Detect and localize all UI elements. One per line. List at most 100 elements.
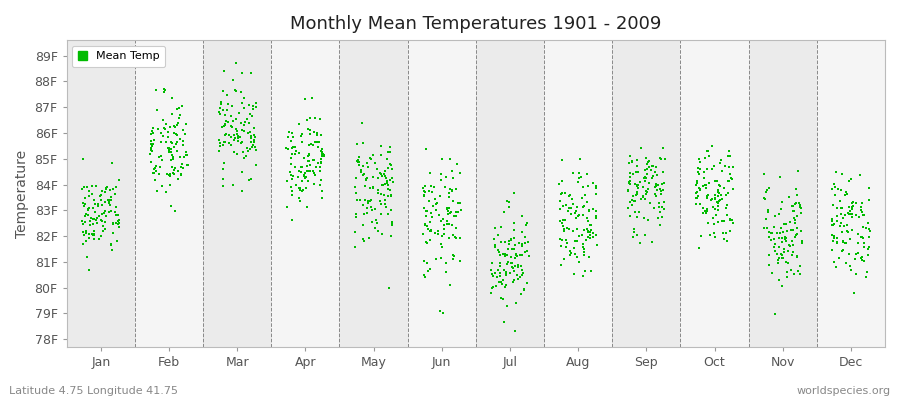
Point <box>693 159 707 165</box>
Point <box>520 280 535 287</box>
Point <box>307 181 321 187</box>
Point <box>572 175 587 181</box>
Point <box>93 193 107 199</box>
Point <box>356 201 371 208</box>
Point <box>586 230 600 236</box>
Point <box>94 233 109 239</box>
Point <box>633 239 647 246</box>
Point <box>80 254 94 260</box>
Point <box>300 204 314 210</box>
Point <box>226 77 240 84</box>
Point <box>441 211 455 217</box>
Point <box>638 174 652 180</box>
Point <box>146 141 160 147</box>
Point <box>312 182 327 188</box>
Point <box>212 111 227 117</box>
Point <box>491 274 505 280</box>
Point <box>417 192 431 198</box>
Point <box>442 205 456 211</box>
Point <box>433 308 447 314</box>
Point <box>625 202 639 208</box>
Point <box>842 204 857 210</box>
Point <box>491 232 505 238</box>
Point <box>762 185 777 191</box>
Point <box>842 178 856 184</box>
Point <box>699 192 714 199</box>
Point <box>726 186 741 193</box>
Point <box>839 188 853 195</box>
Point <box>245 144 259 150</box>
Point <box>861 252 876 258</box>
Point <box>285 192 300 198</box>
Point <box>421 268 436 274</box>
Point <box>492 278 507 285</box>
Point <box>688 194 703 201</box>
Point <box>825 232 840 238</box>
Point <box>435 233 449 240</box>
Point <box>417 193 431 199</box>
Point <box>854 255 868 261</box>
Point <box>719 191 733 198</box>
Point <box>280 178 294 184</box>
Point <box>416 184 430 191</box>
Point <box>448 235 463 241</box>
Point <box>563 250 578 256</box>
Point <box>445 168 459 174</box>
Point <box>314 132 328 138</box>
Point <box>649 183 663 190</box>
Point <box>383 161 398 168</box>
Point <box>830 213 844 220</box>
Point <box>854 254 868 260</box>
Point <box>584 222 598 228</box>
Point <box>297 172 311 178</box>
Point <box>167 164 182 171</box>
Point <box>827 192 842 198</box>
Point <box>359 160 374 166</box>
Point <box>293 169 308 175</box>
Point <box>720 211 734 218</box>
Point <box>436 310 451 316</box>
Point <box>81 212 95 218</box>
Point <box>355 120 369 126</box>
Point <box>500 259 515 265</box>
Point <box>292 198 307 205</box>
Point <box>164 148 178 155</box>
Point <box>230 135 245 142</box>
Bar <box>203 40 271 347</box>
Point <box>834 205 849 212</box>
Point <box>492 263 507 269</box>
Point <box>623 198 637 205</box>
Point <box>438 260 453 266</box>
Point <box>586 234 600 240</box>
Point <box>292 150 306 156</box>
Point <box>351 157 365 163</box>
Point <box>824 186 839 192</box>
Point <box>429 207 444 213</box>
Point <box>761 252 776 258</box>
Point <box>508 252 523 258</box>
Point <box>629 214 643 220</box>
Point <box>424 228 438 234</box>
Point <box>506 246 520 253</box>
Bar <box>544 40 612 347</box>
Point <box>484 290 499 296</box>
Point <box>368 206 382 212</box>
Point <box>782 242 796 248</box>
Point <box>422 197 436 204</box>
Point <box>757 224 771 231</box>
Point <box>367 225 382 231</box>
Point <box>502 203 517 210</box>
Point <box>707 234 722 240</box>
Point <box>225 182 239 188</box>
Point <box>381 149 395 156</box>
Point <box>793 270 807 277</box>
Point <box>422 265 436 272</box>
Point <box>356 171 371 177</box>
Point <box>493 252 508 258</box>
Point <box>856 211 870 218</box>
Point <box>568 210 582 216</box>
Point <box>106 186 121 192</box>
Point <box>621 187 635 194</box>
Point <box>566 271 580 277</box>
Point <box>450 161 464 167</box>
